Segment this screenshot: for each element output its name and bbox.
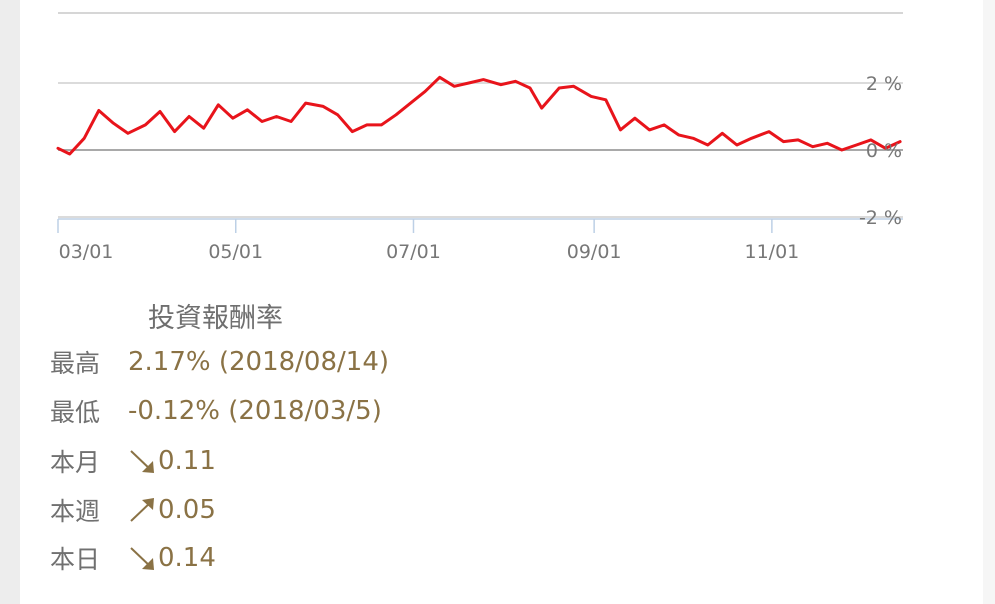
return-line-chart: 2 % 0 % -2 % 03/01 05/01 07/01 09/01 11/01 — [56, 12, 903, 263]
stat-row-month: 本月 0.11 — [50, 441, 216, 481]
chart-gridlines — [58, 12, 903, 218]
stat-value-low: -0.12% (2018/03/5) — [128, 396, 382, 426]
right-edge-panel — [983, 0, 995, 604]
chart-x-axis — [57, 218, 903, 233]
y-tick-label: 0 % — [866, 140, 902, 162]
stat-label-day: 本日 — [50, 545, 101, 574]
up-right-arrow-icon — [130, 498, 154, 522]
stat-value-day: 0.14 — [158, 543, 216, 573]
chart-tick-labels: 2 % 0 % -2 % 03/01 05/01 07/01 09/01 11/01 — [59, 73, 902, 263]
x-tick-label: 09/01 — [567, 241, 622, 263]
stat-label-high: 最高 — [50, 349, 101, 378]
y-tick-label: 2 % — [866, 73, 902, 95]
left-edge-panel — [0, 0, 20, 604]
x-tick-label: 05/01 — [208, 241, 263, 263]
down-right-arrow-icon — [130, 547, 154, 570]
down-right-arrow-icon — [130, 450, 154, 473]
stat-label-week: 本週 — [50, 497, 101, 526]
x-tick-label: 03/01 — [59, 241, 114, 263]
stat-row-day: 本日 0.14 — [50, 538, 216, 578]
stat-value-high: 2.17% (2018/08/14) — [128, 347, 390, 377]
stat-label-month: 本月 — [50, 448, 101, 477]
stat-label-low: 最低 — [50, 398, 101, 427]
y-tick-label: -2 % — [859, 207, 902, 229]
chart-series — [56, 75, 902, 156]
x-tick-label: 11/01 — [744, 241, 799, 263]
series-line — [56, 75, 902, 156]
stat-row-week: 本週 0.05 — [50, 490, 216, 530]
stat-row-low: 最低 -0.12% (2018/03/5) — [50, 391, 382, 431]
metric-title: 投資報酬率 — [148, 303, 283, 334]
x-tick-label: 07/01 — [386, 241, 441, 263]
stat-row-high: 最高 2.17% (2018/08/14) — [50, 342, 389, 382]
stat-value-month: 0.11 — [158, 446, 216, 476]
stat-value-week: 0.05 — [158, 495, 216, 525]
